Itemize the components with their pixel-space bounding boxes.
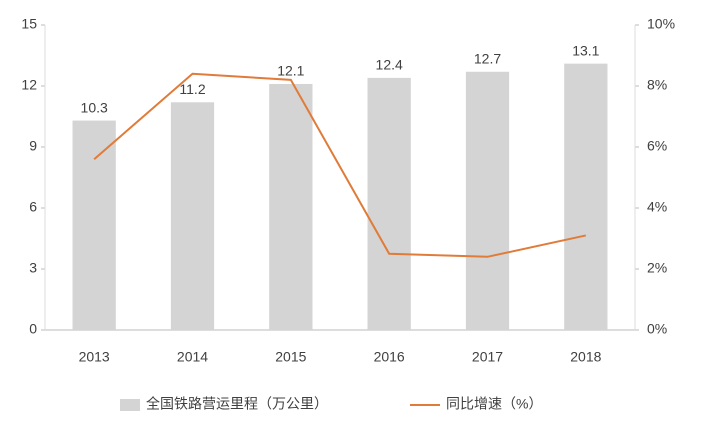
y2-tick-label: 2% [647, 260, 667, 276]
y-tick-label: 15 [21, 16, 37, 32]
y2-tick-label: 10% [647, 16, 675, 32]
legend-label: 全国铁路营运里程（万公里） [146, 396, 328, 412]
bar [269, 83, 313, 330]
x-tick-label: 2013 [79, 349, 110, 365]
growth-line [93, 72, 587, 258]
y-tick-label: 12 [21, 77, 37, 93]
x-tick-label: 2016 [374, 349, 405, 365]
bar [465, 71, 510, 331]
x-tick-label: 2015 [275, 349, 306, 365]
x-tick-label: 2018 [570, 349, 601, 365]
x-tick-label: 2017 [472, 349, 503, 365]
y2-tick-label: 0% [647, 321, 667, 337]
data-label: 11.2 [179, 81, 205, 97]
y-tick-label: 9 [29, 138, 37, 154]
legend-label: 同比增速（%） [446, 396, 542, 412]
data-label: 12.4 [376, 57, 403, 73]
y-tick-label: 3 [29, 260, 37, 276]
data-label: 13.1 [572, 42, 599, 58]
y-tick-label: 0 [29, 321, 37, 337]
y2-tick-label: 8% [647, 77, 667, 93]
y-tick-label: 6 [29, 199, 37, 215]
data-label: 12.7 [474, 50, 501, 66]
y2-tick-label: 4% [647, 199, 667, 215]
bar [170, 102, 215, 331]
bar [72, 120, 116, 330]
bar [367, 77, 411, 330]
x-tick-label: 2014 [177, 349, 208, 365]
data-label: 10.3 [81, 99, 108, 115]
data-label: 12.1 [277, 63, 304, 79]
bar [564, 63, 608, 331]
y2-tick-label: 6% [647, 138, 667, 154]
legend-swatch [120, 399, 140, 411]
